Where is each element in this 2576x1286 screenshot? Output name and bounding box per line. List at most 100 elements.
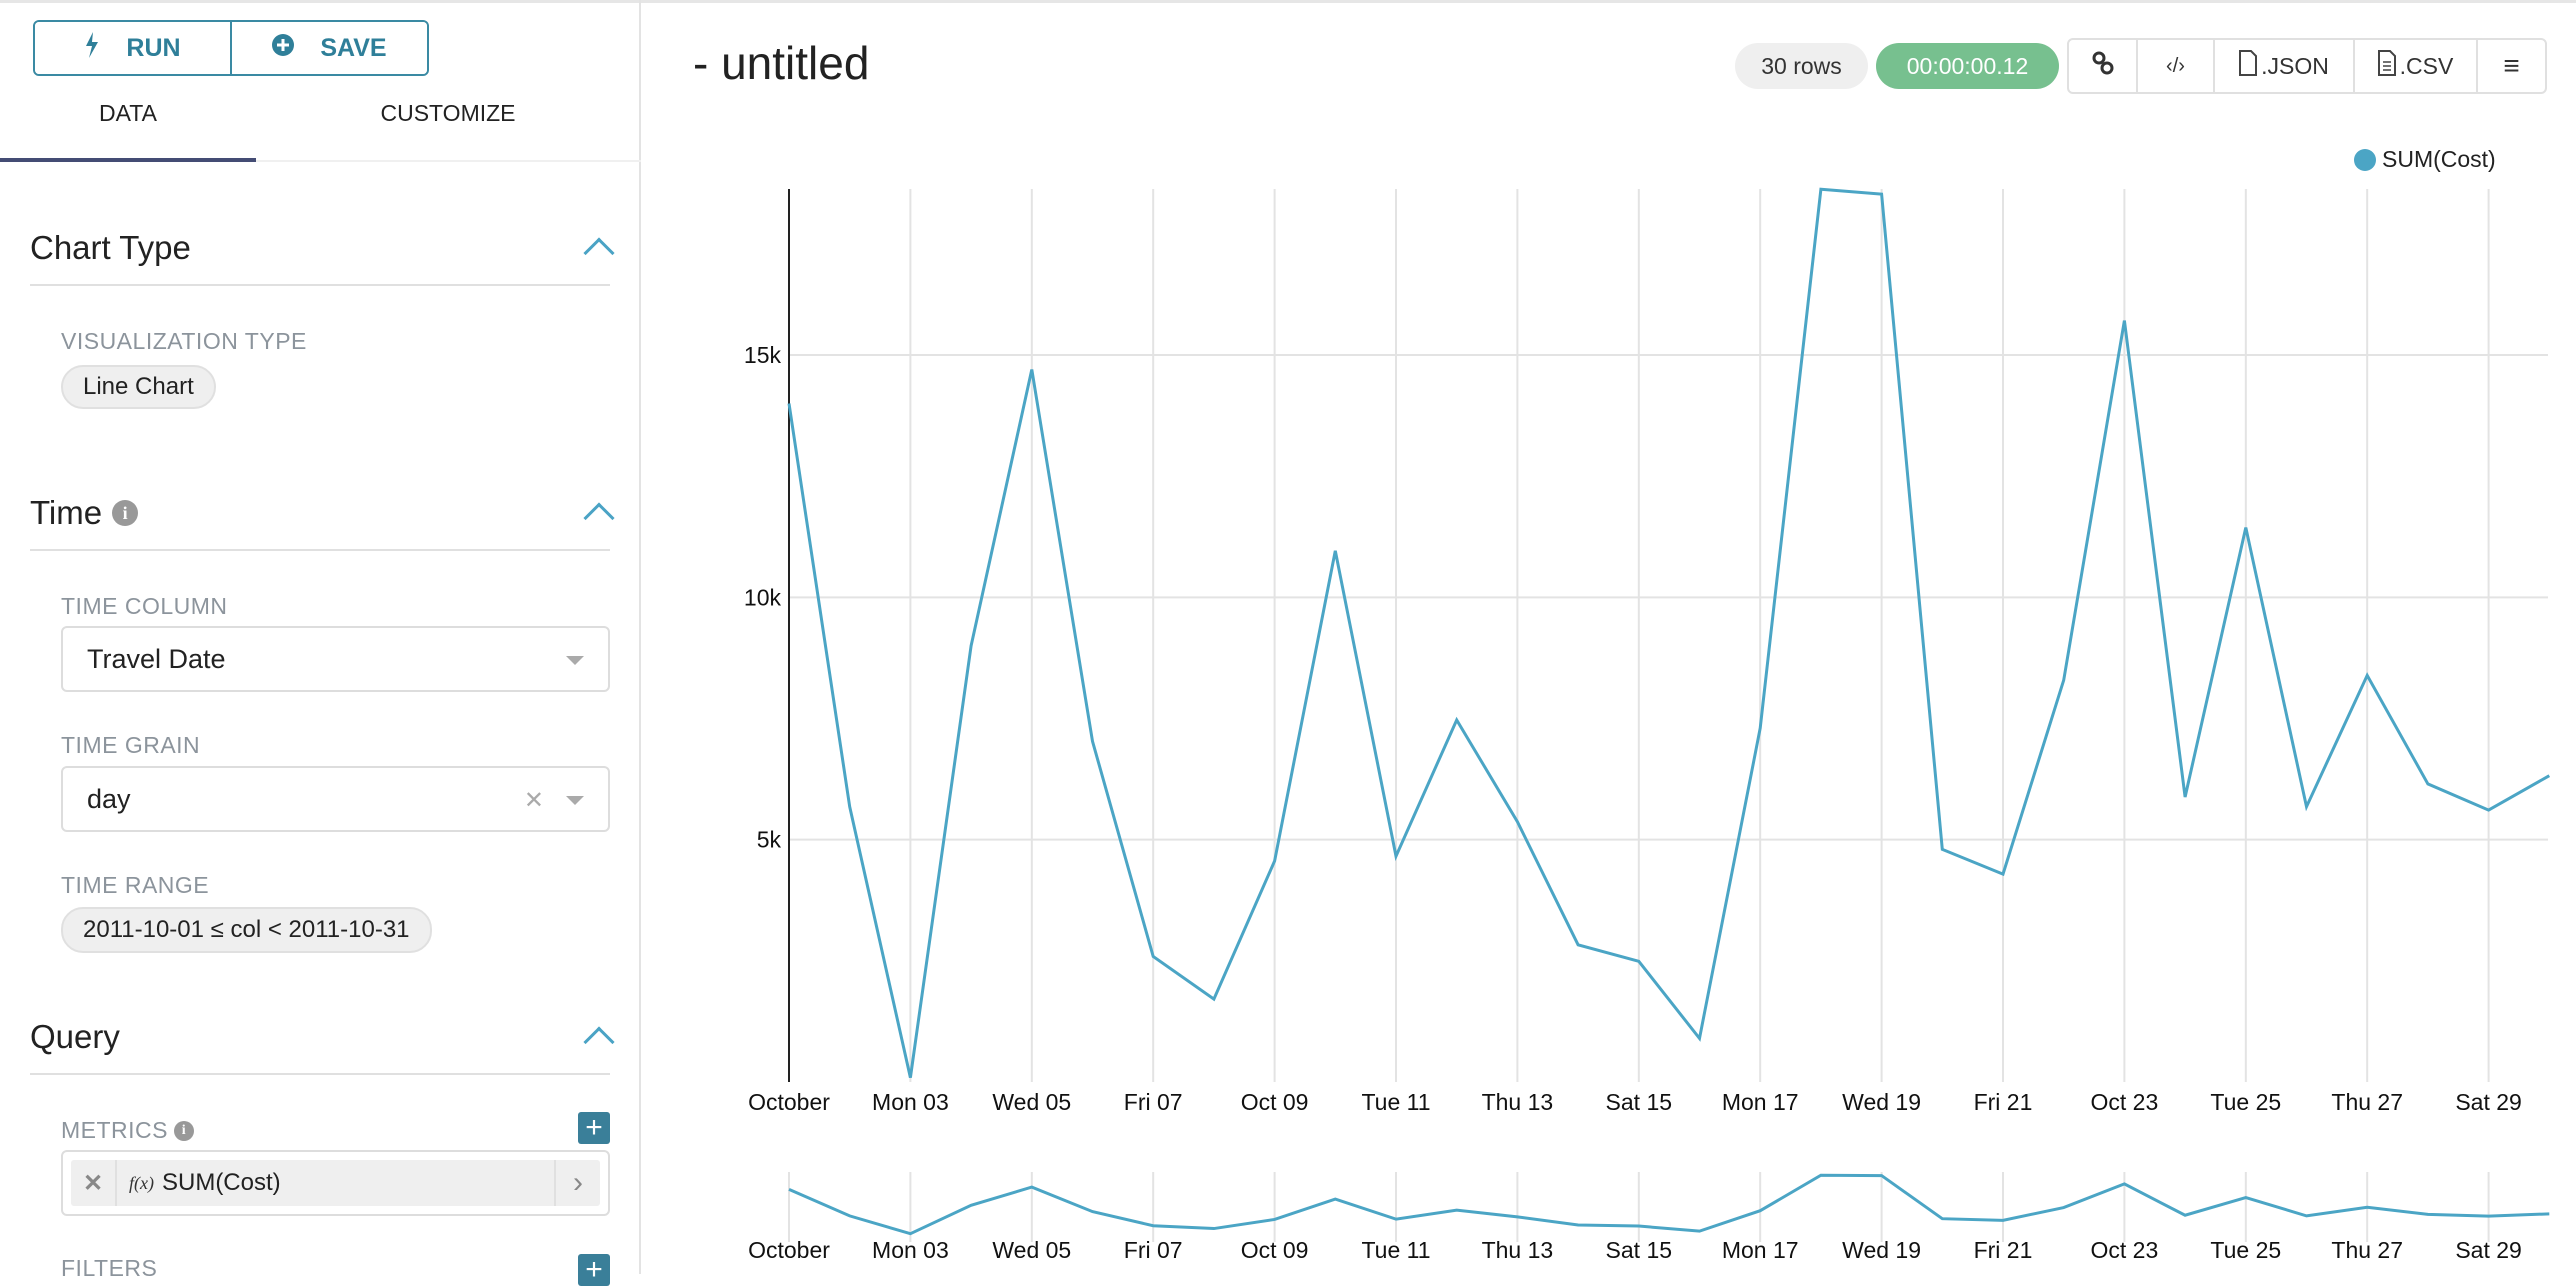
time-column-value: Travel Date — [87, 643, 226, 674]
x-tick-label: Tue 11 — [1361, 1089, 1430, 1115]
legend-label: SUM(Cost) — [2382, 146, 2496, 172]
export-json-button[interactable]: .JSON — [2215, 40, 2355, 92]
chevron-right-icon[interactable]: › — [554, 1160, 600, 1206]
control-panel: RUN SAVE DATA CUSTOMIZE Chart Type VISUA… — [0, 0, 641, 1286]
time-column-label: TIME COLUMN — [61, 593, 228, 619]
y-tick-label: 10k — [744, 584, 782, 610]
brush-tick-label: Mon 17 — [1722, 1237, 1799, 1263]
visualization-type-label: VISUALIZATION TYPE — [61, 328, 307, 354]
menu-button[interactable]: ≡ — [2478, 40, 2545, 92]
export-button-group: ‹/› .JSON .CSV ≡ — [2067, 38, 2547, 94]
caret-down-icon — [566, 796, 584, 805]
divider — [30, 1073, 610, 1075]
metric-value[interactable]: SUM(Cost) — [161, 1169, 281, 1196]
brush-tick-label: Wed 19 — [1842, 1237, 1921, 1263]
x-tick-label: Wed 19 — [1842, 1089, 1921, 1115]
series-line-sum-cost — [787, 187, 2551, 1078]
brush-tick-label: Sat 15 — [1606, 1237, 1673, 1263]
save-button[interactable]: SAVE — [230, 22, 427, 74]
divider — [30, 549, 610, 551]
time-column-select[interactable]: Travel Date — [61, 626, 610, 692]
active-tab-indicator — [0, 158, 256, 162]
legend-dot — [2354, 148, 2376, 171]
action-button-group: RUN SAVE — [33, 20, 429, 76]
x-tick-label: Fri 07 — [1124, 1089, 1183, 1115]
time-grain-select[interactable]: day ✕ — [61, 766, 610, 832]
brush-tick-label: Tue 25 — [2210, 1237, 2281, 1263]
x-tick-label: October — [748, 1089, 830, 1115]
divider — [30, 284, 610, 286]
x-tick-label: Wed 05 — [992, 1089, 1071, 1115]
brush-tick-label: Tue 11 — [1361, 1237, 1430, 1263]
y-tick-label: 15k — [744, 342, 782, 368]
plus-circle-icon — [272, 33, 295, 63]
x-tick-label: Thu 13 — [1482, 1089, 1554, 1115]
brush-tick-label: Oct 23 — [2091, 1237, 2159, 1263]
code-icon: ‹/› — [2166, 54, 2185, 77]
x-tick-label: Sat 15 — [1606, 1089, 1673, 1115]
brush-tick-label: Mon 03 — [872, 1237, 949, 1263]
x-tick-label: Mon 03 — [872, 1089, 949, 1115]
tab-divider — [256, 160, 641, 162]
file-text-icon — [2377, 50, 2396, 82]
section-chart-type-header[interactable]: Chart Type — [30, 226, 615, 270]
metrics-field[interactable]: ✕ f(x) SUM(Cost) › — [61, 1150, 610, 1216]
section-query-header[interactable]: Query — [30, 1015, 615, 1059]
embed-code-button[interactable]: ‹/› — [2138, 40, 2215, 92]
section-title: Time — [30, 494, 103, 531]
brush-tick-label: Sat 29 — [2455, 1237, 2522, 1263]
x-tick-label: Mon 17 — [1722, 1089, 1799, 1115]
chart-title[interactable]: - untitled — [693, 37, 870, 89]
x-tick-label: Oct 09 — [1241, 1089, 1309, 1115]
top-border — [0, 0, 2576, 3]
export-csv-button[interactable]: .CSV — [2355, 40, 2478, 92]
tab-data[interactable]: DATA — [99, 100, 157, 126]
x-tick-label: Tue 25 — [2210, 1089, 2281, 1115]
share-link-button[interactable] — [2069, 40, 2138, 92]
brush-tick-label: Thu 27 — [2331, 1237, 2403, 1263]
x-tick-label: Thu 27 — [2331, 1089, 2403, 1115]
brush-tick-label: Wed 05 — [992, 1237, 1071, 1263]
caret-down-icon — [566, 656, 584, 665]
range-selector-line — [788, 1173, 2550, 1236]
x-tick-label: Sat 29 — [2455, 1089, 2522, 1115]
run-label: RUN — [126, 33, 181, 62]
brush-tick-label: Oct 09 — [1241, 1237, 1309, 1263]
query-timer-badge: 00:00:00.12 — [1876, 43, 2059, 89]
metric-tag: ✕ f(x) SUM(Cost) › — [71, 1160, 600, 1206]
y-tick-label: 5k — [757, 827, 782, 853]
row-count-badge: 30 rows — [1735, 43, 1868, 89]
brush-tick-label: Fri 07 — [1124, 1237, 1183, 1263]
tab-customize[interactable]: CUSTOMIZE — [380, 100, 516, 126]
time-range-pill[interactable]: 2011-10-01 ≤ col < 2011-10-31 — [61, 907, 432, 953]
time-grain-label: TIME GRAIN — [61, 732, 201, 758]
save-label: SAVE — [320, 33, 387, 62]
metrics-label: METRICS — [61, 1117, 168, 1143]
remove-metric-icon[interactable]: ✕ — [71, 1160, 117, 1206]
visualization-type-pill[interactable]: Line Chart — [61, 365, 216, 409]
function-icon: f(x) — [129, 1172, 154, 1193]
run-button[interactable]: RUN — [35, 22, 230, 74]
time-range-label: TIME RANGE — [61, 872, 210, 898]
section-title: Query — [30, 1018, 120, 1055]
section-title: Chart Type — [30, 229, 191, 266]
metrics-label-row: METRICS i — [61, 1117, 194, 1144]
link-icon — [2092, 51, 2114, 81]
time-grain-value: day — [87, 783, 131, 814]
csv-label: .CSV — [2399, 52, 2454, 79]
json-label: .JSON — [2261, 52, 2329, 79]
clear-icon[interactable]: ✕ — [523, 787, 544, 814]
chart-legend[interactable]: SUM(Cost) — [2354, 146, 2496, 173]
x-tick-label: Fri 21 — [1974, 1089, 2033, 1115]
bolt-icon — [84, 31, 100, 65]
x-tick-label: Oct 23 — [2091, 1089, 2159, 1115]
hamburger-icon: ≡ — [2503, 50, 2520, 81]
info-icon[interactable]: i — [112, 500, 139, 526]
brush-tick-label: Fri 21 — [1974, 1237, 2033, 1263]
section-time-header[interactable]: Time i — [30, 491, 615, 535]
info-icon[interactable]: i — [174, 1120, 194, 1141]
brush-tick-label: Thu 13 — [1482, 1237, 1554, 1263]
add-metric-button[interactable]: + — [578, 1112, 610, 1144]
file-code-icon — [2239, 50, 2258, 82]
